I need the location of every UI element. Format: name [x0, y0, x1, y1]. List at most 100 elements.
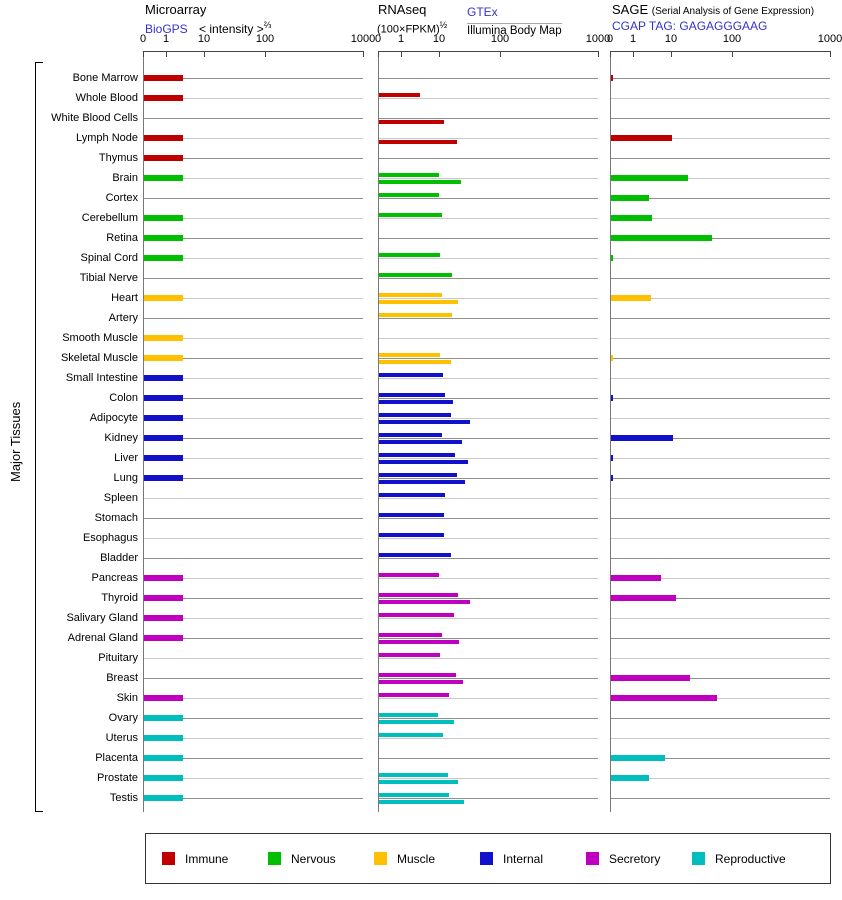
bar-microarray	[144, 615, 183, 621]
tissue-label: Bone Marrow	[72, 72, 138, 84]
rnaseq-title: RNAseq	[378, 2, 427, 17]
row-baseline	[379, 278, 598, 279]
bar-microarray	[144, 595, 183, 601]
axis-tick	[671, 51, 672, 57]
axis-tick-label: 100	[255, 33, 275, 45]
panel-axis-vline	[378, 51, 379, 812]
row-baseline	[144, 458, 363, 459]
bar-sage	[611, 235, 712, 241]
bar-rnaseq-illumina	[379, 720, 454, 724]
bar-microarray	[144, 175, 183, 181]
tissue-label: Skeletal Muscle	[60, 352, 138, 364]
row-baseline	[144, 398, 363, 399]
row-baseline	[379, 198, 598, 199]
row-baseline	[144, 758, 363, 759]
bar-rnaseq-illumina	[379, 300, 458, 304]
bar-rnaseq-gtex	[379, 633, 442, 637]
cgap-tag-link[interactable]: CGAP TAG: GAGAGGGAAG	[612, 19, 768, 33]
row-baseline	[379, 598, 598, 599]
axis-tick	[378, 51, 379, 57]
tissue-label: Artery	[108, 312, 138, 324]
bar-rnaseq-illumina	[379, 480, 465, 484]
tissue-label: Thymus	[98, 152, 138, 164]
row-baseline	[611, 598, 830, 599]
legend-label: Secretory	[609, 851, 661, 866]
tissue-label: Liver	[114, 452, 138, 464]
row-baseline	[611, 398, 830, 399]
row-baseline	[144, 178, 363, 179]
row-baseline	[611, 198, 830, 199]
axis-line	[378, 51, 598, 52]
axis-tick-label: 100	[490, 33, 510, 45]
row-baseline	[611, 238, 830, 239]
bar-microarray	[144, 695, 183, 701]
microarray-axis-exponent: ⅔	[263, 20, 272, 30]
axis-tick-label: 0	[374, 33, 382, 45]
bar-rnaseq-illumina	[379, 140, 457, 144]
tissue-label: Skin	[116, 692, 138, 704]
axis-tick	[363, 51, 364, 57]
row-baseline	[611, 378, 830, 379]
bar-microarray	[144, 575, 183, 581]
row-baseline	[144, 498, 363, 499]
bar-rnaseq-gtex	[379, 713, 438, 717]
row-baseline	[144, 738, 363, 739]
row-baseline	[379, 178, 598, 179]
legend-label: Immune	[185, 851, 229, 866]
tissue-label: Small Intestine	[65, 372, 138, 384]
row-baseline	[379, 338, 598, 339]
bar-rnaseq-gtex	[379, 373, 443, 377]
row-baseline	[611, 478, 830, 479]
tissue-label: Breast	[106, 672, 138, 684]
illumina-body-map-label: Illumina Body Map	[467, 25, 562, 37]
tissue-label: Stomach	[94, 512, 138, 524]
tissue-label: Kidney	[104, 432, 138, 444]
row-baseline	[144, 138, 363, 139]
row-baseline	[379, 258, 598, 259]
bar-microarray	[144, 455, 183, 461]
row-baseline	[611, 338, 830, 339]
bar-sage	[611, 575, 661, 581]
row-baseline	[611, 138, 830, 139]
row-baseline	[144, 78, 363, 79]
bar-rnaseq-gtex	[379, 533, 444, 537]
rnaseq-axis-exponent: ½	[439, 20, 448, 30]
bar-rnaseq-gtex	[379, 213, 442, 217]
axis-tick-label: 0	[606, 33, 614, 45]
axis-tick-label: 100	[722, 33, 742, 45]
row-baseline	[379, 558, 598, 559]
bar-rnaseq-gtex	[379, 293, 442, 297]
row-baseline	[144, 678, 363, 679]
row-baseline	[379, 638, 598, 639]
panel-axis-vline	[610, 51, 611, 812]
row-baseline	[379, 798, 598, 799]
row-baseline	[144, 158, 363, 159]
axis-tick	[265, 51, 266, 57]
row-baseline	[379, 678, 598, 679]
row-baseline	[611, 578, 830, 579]
bar-rnaseq-gtex	[379, 313, 452, 317]
tissue-label: Heart	[111, 292, 138, 304]
bar-sage	[611, 695, 717, 701]
axis-tick-label: 1000	[350, 33, 376, 45]
biogps-link[interactable]: BioGPS	[145, 22, 188, 36]
bar-rnaseq-illumina	[379, 400, 453, 404]
bar-rnaseq-illumina	[379, 680, 463, 684]
axis-tick	[143, 51, 144, 57]
bar-rnaseq-gtex	[379, 653, 440, 657]
legend-swatch-reproductive	[692, 852, 705, 865]
bar-microarray	[144, 475, 183, 481]
tissue-label: White Blood Cells	[51, 112, 138, 124]
row-baseline	[379, 138, 598, 139]
legend: Immune Nervous Muscle Internal Secretory Repr…	[145, 833, 831, 884]
row-baseline	[611, 798, 830, 799]
row-baseline	[144, 318, 363, 319]
bar-rnaseq-gtex	[379, 413, 451, 417]
bar-sage	[611, 755, 665, 761]
bar-sage	[611, 355, 613, 361]
panel-axis-vline	[143, 51, 144, 812]
bar-rnaseq-illumina	[379, 600, 470, 604]
bar-rnaseq-gtex	[379, 553, 451, 557]
bar-rnaseq-gtex	[379, 193, 439, 197]
gtex-link[interactable]: GTEx	[467, 5, 498, 19]
